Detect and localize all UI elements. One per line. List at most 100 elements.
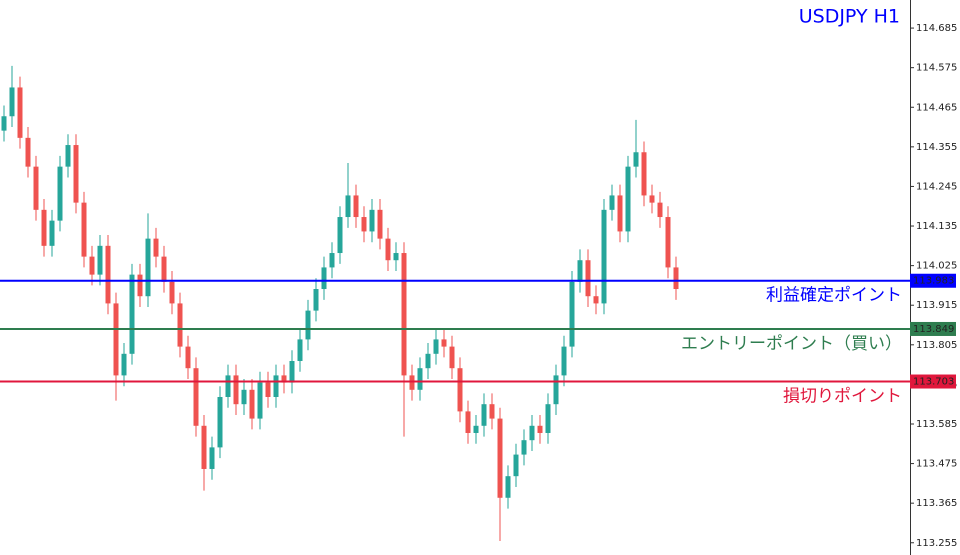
y-tick-label: 113.805 xyxy=(916,340,957,351)
candle-body xyxy=(657,202,663,218)
candle-body xyxy=(169,281,175,304)
level-price-box xyxy=(910,273,956,288)
candle-body xyxy=(57,166,63,221)
y-tick-label: 114.355 xyxy=(916,142,957,153)
candle-body xyxy=(521,440,527,455)
candle-body xyxy=(145,238,151,297)
candle-body xyxy=(433,339,439,354)
candle-body xyxy=(217,396,223,448)
level-price-box xyxy=(910,374,956,389)
candle-body xyxy=(193,368,199,426)
candle-body xyxy=(617,195,623,232)
y-tick-label: 114.575 xyxy=(916,63,957,74)
candle-body xyxy=(401,253,407,376)
y-tick-label: 113.585 xyxy=(916,419,957,430)
y-tick-label: 114.135 xyxy=(916,221,957,232)
candle-body xyxy=(665,217,671,268)
candle-body xyxy=(561,346,567,376)
candle-body xyxy=(201,425,207,469)
candle-body xyxy=(81,202,87,257)
candle-body xyxy=(393,253,399,261)
candle-body xyxy=(369,209,375,232)
candle-body xyxy=(177,303,183,347)
candle-body xyxy=(73,145,79,203)
candle-body xyxy=(137,274,143,297)
candle-body xyxy=(481,404,487,426)
candle-body xyxy=(289,361,295,383)
level-price-box xyxy=(910,321,956,336)
y-tick-label: 114.465 xyxy=(916,102,957,113)
candle-body xyxy=(465,411,471,433)
candle-body xyxy=(241,389,247,405)
level-price-label: 113.983 xyxy=(913,276,954,287)
candle-body xyxy=(17,87,23,138)
y-tick-label: 114.245 xyxy=(916,181,957,192)
candle-body xyxy=(577,260,583,282)
candle-body xyxy=(601,209,607,304)
candle-body xyxy=(633,152,639,167)
candle-body xyxy=(249,389,255,419)
candle-body xyxy=(449,346,455,369)
chart-title: USDJPY H1 xyxy=(799,6,900,28)
candle-body xyxy=(385,238,391,261)
candle-body xyxy=(25,137,31,167)
candle-body xyxy=(209,447,215,469)
candle-body xyxy=(185,346,191,369)
level-price-label: 113.703 xyxy=(913,377,954,388)
candle-body xyxy=(1,116,7,131)
candle-body xyxy=(497,418,503,498)
candle-body xyxy=(281,375,287,383)
candle-body xyxy=(257,382,263,419)
candle-body xyxy=(233,375,239,405)
level-label: 損切りポイント xyxy=(783,387,902,407)
candle-body xyxy=(129,274,135,354)
candle-body xyxy=(457,368,463,412)
candle-body xyxy=(105,245,111,304)
candle-body xyxy=(641,152,647,196)
y-tick-label: 114.685 xyxy=(916,23,957,34)
candle-body xyxy=(345,195,351,218)
candle-body xyxy=(313,289,319,311)
candle-body xyxy=(89,256,95,275)
candle-body xyxy=(153,238,159,257)
candle-body xyxy=(593,296,599,304)
candle-body xyxy=(305,310,311,340)
y-tick-label: 113.365 xyxy=(916,498,957,509)
candle-body xyxy=(441,339,447,347)
candle-body xyxy=(361,217,367,232)
candle-body xyxy=(609,195,615,210)
candle-body xyxy=(41,209,47,246)
candle-body xyxy=(273,375,279,397)
candle-body xyxy=(553,375,559,405)
candle-body xyxy=(329,253,335,268)
level-price-label: 113.849 xyxy=(913,324,954,335)
candle-body xyxy=(625,166,631,232)
candle-body xyxy=(33,166,39,210)
candle-body xyxy=(569,281,575,347)
candle-body xyxy=(409,375,415,390)
candle-body xyxy=(505,476,511,498)
candle-body xyxy=(513,454,519,477)
y-tick-label: 113.475 xyxy=(916,459,957,470)
candle-body xyxy=(545,404,551,433)
candle-body xyxy=(585,260,591,297)
y-tick-label: 113.915 xyxy=(916,300,957,311)
candle-body xyxy=(673,267,679,290)
candle-body xyxy=(417,368,423,390)
candle-body xyxy=(321,267,327,290)
candle-body xyxy=(473,425,479,433)
candle-body xyxy=(649,195,655,203)
candle-body xyxy=(489,404,495,419)
candle-body xyxy=(225,375,231,397)
candle-body xyxy=(9,87,15,117)
candle-body xyxy=(97,245,103,275)
y-tick-label: 114.025 xyxy=(916,261,957,272)
candle-body xyxy=(161,256,167,282)
candle-body xyxy=(529,425,535,441)
candle-body xyxy=(113,303,119,376)
candle-body xyxy=(265,382,271,397)
level-label: エントリーポイント（買い） xyxy=(681,334,902,354)
level-label: 利益確定ポイント xyxy=(766,286,902,306)
